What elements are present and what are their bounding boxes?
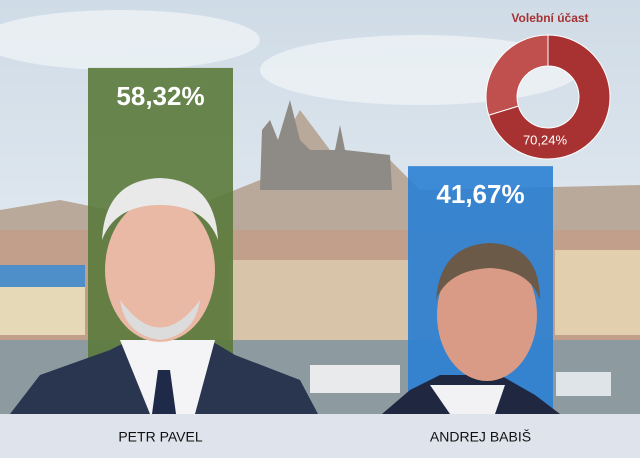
category-label: ANDREJ BABIŠ — [430, 429, 531, 445]
donut-segment — [488, 34, 611, 160]
value-label: 58,32% — [116, 81, 204, 111]
name-strip — [0, 414, 640, 458]
donut-rest — [485, 34, 549, 116]
portraits — [10, 178, 560, 414]
category-label: PETR PAVEL — [118, 429, 203, 445]
value-label: 41,67% — [436, 179, 524, 209]
chart-title: Volební účast — [511, 11, 588, 25]
value-label: 70,24% — [523, 132, 568, 147]
